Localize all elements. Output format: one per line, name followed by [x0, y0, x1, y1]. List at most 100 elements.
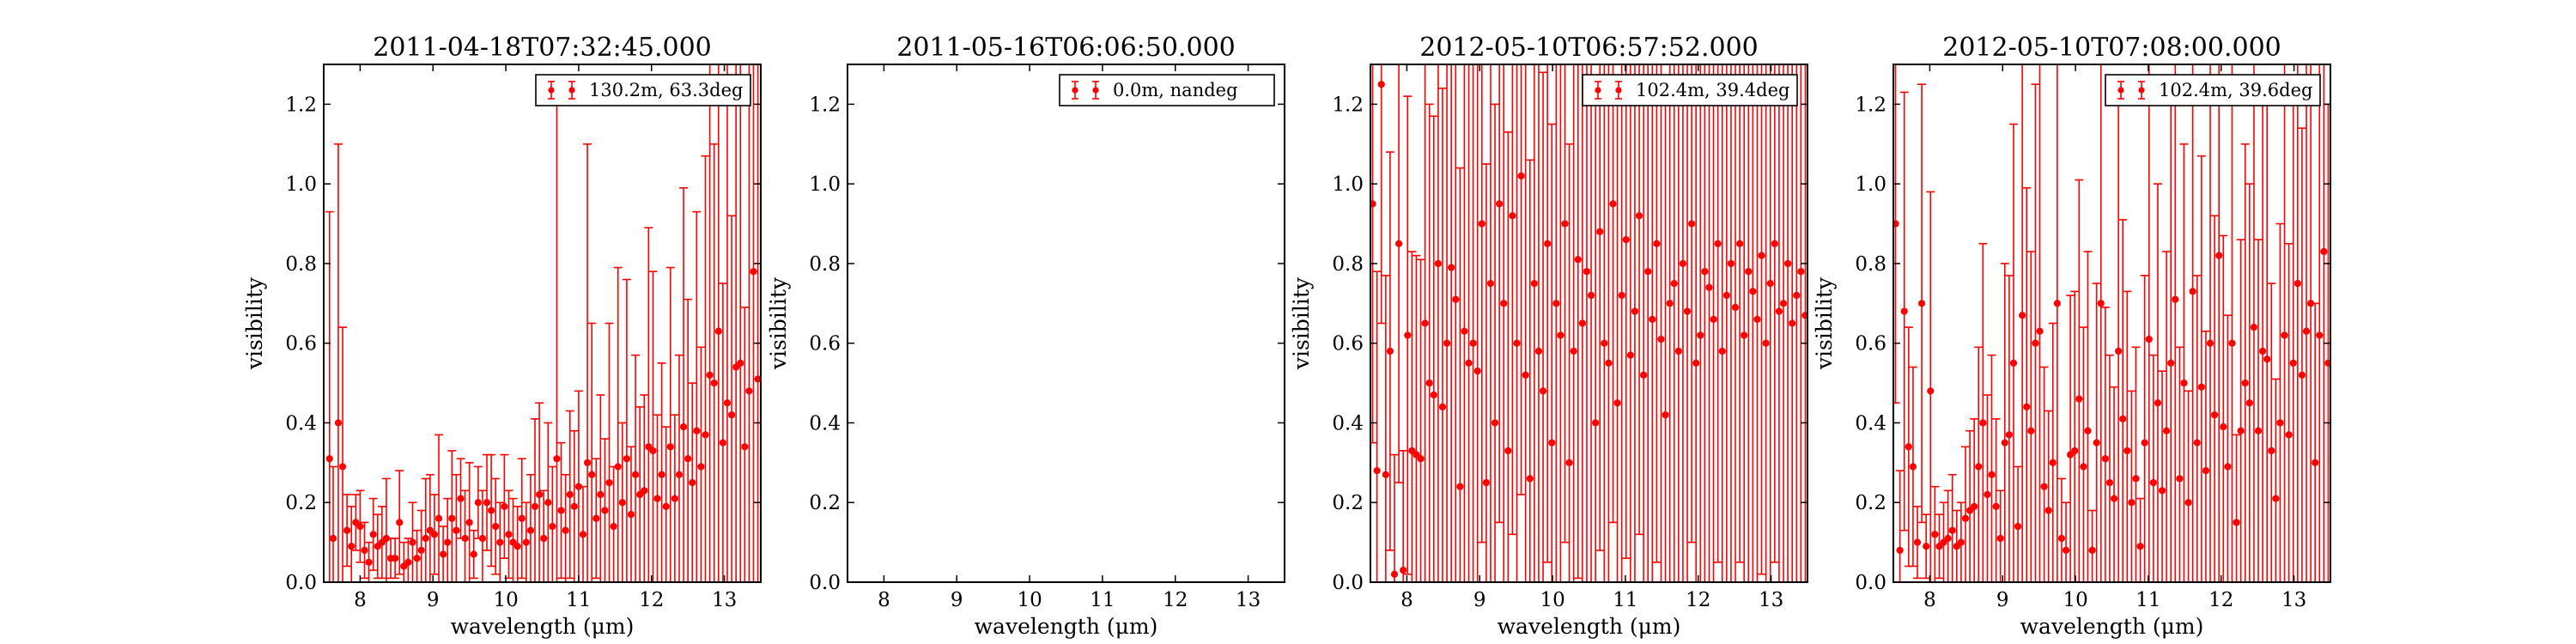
legend-label: 130.2m, 63.3deg — [589, 80, 743, 100]
data-point — [2023, 403, 2031, 411]
data-point — [1456, 483, 1464, 490]
data-point — [2263, 355, 2271, 363]
data-point — [1688, 220, 1696, 228]
data-point — [2272, 495, 2280, 502]
data-point — [1710, 315, 1717, 323]
data-point — [2163, 427, 2171, 434]
data-point — [549, 522, 556, 531]
data-point — [1618, 291, 1625, 300]
axes-frame — [1893, 64, 2331, 583]
data-point — [679, 423, 688, 431]
data-point — [2324, 359, 2330, 367]
data-point — [1430, 391, 1437, 399]
y-tick-label: 0.0 — [809, 572, 841, 594]
x-tick-label: 9 — [951, 589, 963, 611]
data-point — [588, 471, 596, 478]
data-point — [2197, 383, 2205, 391]
data-point — [1923, 543, 1930, 550]
data-point — [392, 555, 399, 562]
data-point — [2080, 463, 2087, 471]
data-point — [1557, 331, 1564, 339]
data-point — [1975, 463, 1983, 471]
y-tick-label: 1.0 — [809, 173, 841, 196]
data-point — [723, 399, 732, 407]
plot-area — [325, 64, 761, 582]
data-point — [334, 419, 343, 427]
data-point — [605, 478, 613, 487]
chart-title: 2011-05-16T06:06:50.000 — [896, 33, 1236, 63]
data-point — [1500, 300, 1508, 307]
data-point — [2228, 339, 2236, 347]
data-point — [1683, 307, 1692, 315]
data-point — [522, 538, 530, 546]
data-point — [645, 443, 653, 451]
data-point — [2176, 475, 2184, 483]
data-point — [2071, 447, 2079, 455]
data-point — [1679, 259, 1687, 268]
y-tick-label: 1.2 — [1332, 94, 1364, 116]
data-point — [465, 519, 473, 526]
y-tick-label: 0.8 — [1332, 253, 1364, 276]
data-point — [1797, 268, 1805, 276]
data-point — [702, 431, 709, 439]
data-point — [2115, 347, 2123, 355]
axes-frame — [847, 64, 1285, 583]
data-point — [706, 371, 714, 379]
data-point — [2237, 427, 2245, 434]
data-point — [2093, 439, 2100, 447]
data-point — [1408, 447, 1416, 455]
data-point — [2158, 487, 2166, 495]
data-point — [396, 519, 404, 526]
data-point — [518, 514, 526, 522]
data-point — [474, 499, 482, 507]
data-point — [470, 550, 477, 558]
data-point — [1601, 339, 1608, 347]
data-point — [536, 490, 544, 499]
data-point — [1653, 240, 1661, 247]
data-point — [1783, 259, 1792, 268]
data-point — [1727, 259, 1735, 268]
data-point — [365, 558, 373, 566]
data-point — [1434, 259, 1442, 268]
data-point — [1909, 463, 1917, 471]
x-tick-label: 9 — [427, 589, 440, 611]
chart-title: 2012-05-10T06:57:52.000 — [1419, 33, 1759, 63]
data-point — [1394, 240, 1403, 247]
x-tick-label: 10 — [2063, 589, 2087, 611]
data-point — [2259, 347, 2267, 355]
x-tick-label: 8 — [878, 589, 890, 611]
data-point — [1731, 303, 1740, 312]
data-point — [338, 463, 347, 471]
data-point — [627, 511, 635, 519]
y-axis-label: visibility — [1812, 276, 1837, 370]
y-tick-label: 1.2 — [1855, 94, 1886, 116]
data-point — [2268, 447, 2275, 455]
x-tick-label: 8 — [354, 589, 367, 611]
data-point — [1448, 264, 1455, 271]
data-point — [1736, 240, 1744, 247]
data-point — [1692, 359, 1700, 367]
data-point — [1722, 291, 1730, 300]
data-point — [1718, 347, 1726, 355]
data-point — [2001, 439, 2008, 447]
data-point — [2027, 427, 2035, 434]
y-tick-label: 0.4 — [809, 412, 841, 434]
data-point — [531, 502, 539, 510]
data-point — [1425, 379, 1433, 387]
data-point — [1988, 471, 1996, 478]
data-point — [1509, 212, 1516, 220]
y-tick-label: 0.2 — [285, 492, 317, 514]
data-point — [1522, 371, 1529, 379]
data-point — [2172, 295, 2179, 303]
data-point — [348, 543, 355, 550]
x-tick-label: 10 — [1017, 589, 1042, 611]
data-point — [1613, 399, 1621, 407]
data-point — [2136, 543, 2144, 550]
data-point — [478, 534, 487, 543]
data-point — [1957, 538, 1965, 546]
legend: 102.4m, 39.4deg — [1582, 74, 1798, 106]
data-point — [1674, 347, 1682, 355]
data-point — [413, 555, 421, 562]
chart-title: 2011-04-18T07:32:45.000 — [373, 33, 712, 63]
data-point — [505, 531, 513, 538]
